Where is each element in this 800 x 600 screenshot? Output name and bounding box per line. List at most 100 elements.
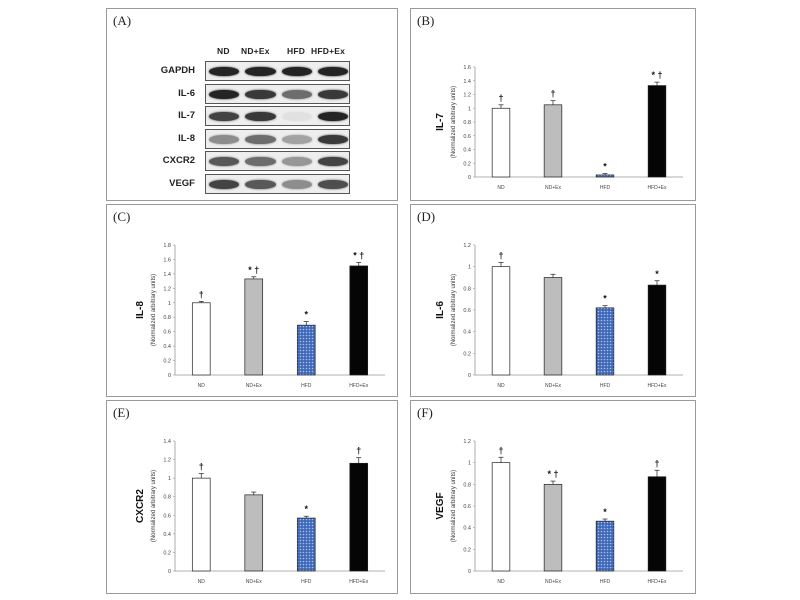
- significance-marker: *: [304, 504, 308, 514]
- bar: [349, 265, 369, 376]
- blot-lane-header: ND+Ex: [241, 46, 270, 56]
- y-tick-label: 0: [168, 373, 171, 379]
- bar: [647, 85, 667, 178]
- significance-marker: †: [356, 446, 361, 456]
- blot-band: [209, 179, 240, 189]
- blot-band: [281, 112, 312, 121]
- il6-bar-chart: 0 0.2 0.4 0.6 0.8 1 1.2 IL-6 (Normalized arbitra…: [435, 243, 683, 389]
- blot-row-label: GAPDH: [160, 65, 195, 76]
- x-tick-label: ND: [198, 383, 206, 389]
- blot-band: [317, 67, 348, 76]
- blot-band: [317, 89, 348, 99]
- y-tick-label: 1.2: [163, 458, 171, 464]
- y-tick-label: 1: [168, 301, 171, 307]
- bar: [349, 462, 369, 572]
- blot-lane-header: HFD+Ex: [311, 46, 346, 56]
- bar: [491, 266, 511, 376]
- blot-strip: [205, 128, 350, 149]
- y-axis-sublabel: (Normalized arbitrary units): [151, 470, 157, 542]
- blot-lane-header: ND: [217, 46, 230, 56]
- bar: [191, 477, 211, 572]
- y-tick-label: 0.2: [163, 359, 171, 365]
- y-tick-label: 0: [168, 569, 171, 575]
- y-tick-label: 0.4: [163, 532, 171, 538]
- significance-marker: * †: [248, 265, 259, 275]
- blot-row-label: VEGF: [169, 177, 195, 189]
- bar: [244, 494, 264, 572]
- bar: [595, 520, 615, 572]
- blot-band: [245, 134, 276, 144]
- blot-band: [317, 134, 348, 144]
- blot-band: [245, 179, 276, 189]
- x-tick-label: ND: [497, 579, 505, 585]
- y-tick-label: 1.8: [163, 243, 171, 249]
- bar: [647, 284, 667, 376]
- x-tick-label: ND+Ex: [246, 579, 262, 585]
- blot-band: [281, 67, 312, 76]
- bar: [647, 476, 667, 572]
- y-tick-label: 1.2: [463, 243, 471, 249]
- y-axis-label: VEGF: [435, 492, 446, 519]
- panel-e: (E) 0 0.2 0.4 0.6 0.8 1 1.2 1.4 CXCR2 (Normalized…: [106, 400, 398, 594]
- bar: [543, 483, 563, 572]
- bar: [595, 174, 615, 178]
- significance-marker: *: [603, 162, 607, 172]
- x-tick-label: ND+Ex: [545, 579, 561, 585]
- blot-row-label: IL-6: [178, 87, 195, 99]
- panel-letter-c: (C): [113, 209, 131, 224]
- significance-marker: †: [654, 458, 659, 468]
- y-tick-label: 0: [468, 373, 471, 379]
- y-tick-label: 1.6: [163, 257, 171, 263]
- x-tick-label: HFD: [600, 383, 611, 389]
- panel-f: (F) 0 0.2 0.4 0.6 0.8 1 1.2 VEGF (Normalized arb…: [410, 400, 696, 594]
- significance-marker: *: [603, 294, 607, 304]
- y-tick-label: 1: [468, 265, 471, 271]
- panel-letter-b: (B): [417, 13, 435, 28]
- x-tick-label: HFD: [301, 579, 312, 585]
- blot-row-label: IL-8: [178, 132, 195, 144]
- blot-band: [281, 134, 312, 144]
- x-tick-label: HFD: [600, 579, 611, 585]
- il7-bar-chart: 0 0.2 0.4 0.6 0.8 1 1.2 1.4 1.6 IL-7 (Normalized a…: [435, 65, 683, 191]
- y-tick-label: 0: [468, 175, 471, 181]
- x-tick-label: HFD+Ex: [647, 383, 667, 389]
- y-tick-label: 1.2: [463, 439, 471, 445]
- bar: [296, 517, 316, 572]
- bar: [491, 462, 511, 572]
- y-tick-label: 1: [168, 476, 171, 482]
- vegf-bar-chart: 0 0.2 0.4 0.6 0.8 1 1.2 VEGF (Normalized arbitra…: [435, 439, 683, 585]
- y-axis-label: IL-6: [435, 301, 446, 319]
- x-tick-label: ND+Ex: [545, 185, 561, 191]
- blot-band: [245, 157, 276, 166]
- y-tick-label: 0.4: [463, 148, 471, 154]
- x-tick-label: ND: [497, 185, 505, 191]
- significance-marker: *: [655, 269, 659, 279]
- panel-letter-d: (D): [417, 209, 436, 224]
- cxcr2-bar-chart: 0 0.2 0.4 0.6 0.8 1 1.2 1.4 CXCR2 (Normalized arb…: [135, 439, 385, 585]
- y-tick-label: 1.4: [463, 79, 471, 85]
- y-tick-label: 0.4: [463, 526, 471, 532]
- blot-band: [209, 112, 240, 121]
- y-axis-sublabel: (Normalized arbitrary units): [451, 274, 457, 346]
- y-tick-label: 0.8: [463, 286, 471, 292]
- significance-marker: †: [199, 289, 204, 299]
- y-axis-sublabel: (Normalized arbitrary units): [451, 86, 457, 158]
- bar: [543, 277, 563, 376]
- x-tick-label: HFD+Ex: [647, 579, 667, 585]
- y-axis-label: IL-7: [435, 113, 446, 131]
- x-tick-label: HFD: [301, 383, 312, 389]
- blot-strip: [205, 173, 350, 194]
- blot-row-label: CXCR2: [162, 155, 195, 166]
- significance-marker: †: [498, 445, 503, 455]
- blot-band: [209, 89, 240, 99]
- y-tick-label: 0.2: [463, 161, 471, 167]
- significance-marker: * †: [651, 70, 662, 80]
- bar: [543, 104, 563, 178]
- bar: [296, 324, 316, 376]
- y-axis-label: CXCR2: [135, 489, 146, 523]
- blot-band: [317, 179, 348, 189]
- y-tick-label: 0.6: [463, 308, 471, 314]
- x-tick-label: ND: [198, 579, 206, 585]
- y-tick-label: 0.8: [163, 495, 171, 501]
- y-tick-label: 0.4: [463, 330, 471, 336]
